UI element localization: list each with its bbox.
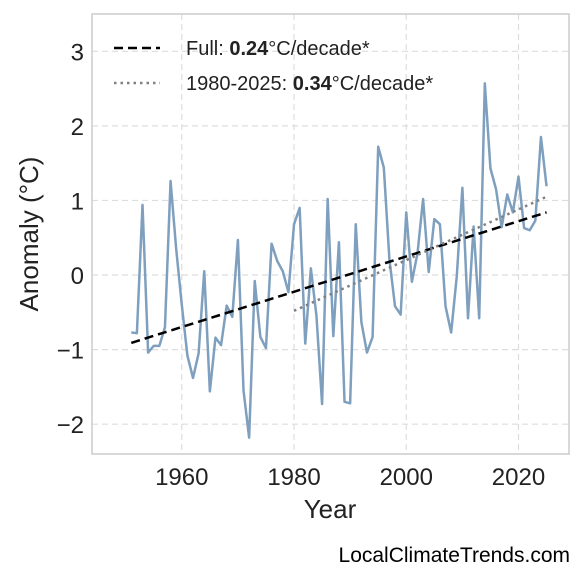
y-tick-label: 2: [71, 114, 84, 141]
recent-trend-line: [293, 195, 548, 312]
y-axis-label: Anomaly (°C): [14, 157, 44, 312]
anomaly-series-line: [131, 82, 548, 439]
full-trend-line: [130, 211, 547, 345]
plot-background: [92, 14, 569, 454]
series-layer: [130, 82, 548, 439]
legend-rate: 0.24: [229, 38, 269, 60]
y-tick-label: 3: [71, 39, 84, 66]
y-tick-label: −2: [57, 412, 84, 439]
legend-entry: 1980-2025: 0.34°C/decade*: [186, 73, 433, 95]
watermark: LocalClimateTrends.com: [338, 544, 570, 567]
x-tick-label: 1980: [267, 464, 320, 491]
x-tick-label: 2000: [380, 464, 433, 491]
legend-unit: °C/decade*: [332, 73, 434, 95]
x-axis-label: Year: [304, 494, 357, 524]
legend-unit: °C/decade*: [268, 38, 370, 60]
x-tick-label: 2020: [492, 464, 545, 491]
x-tick-label: 1960: [155, 464, 208, 491]
legend-prefix: 1980-2025:: [186, 73, 293, 95]
plot-frame: [91, 13, 570, 455]
legend-prefix: Full:: [186, 38, 229, 60]
y-axis-ticks: −2 −1 0 1 2 3: [57, 39, 84, 439]
legend: Full: 0.24°C/decade*1980-2025: 0.34°C/de…: [114, 38, 433, 95]
legend-entry: Full: 0.24°C/decade*: [186, 38, 370, 60]
y-tick-label: 1: [71, 188, 84, 215]
x-axis-ticks: 1960 1980 2000 2020: [155, 464, 545, 491]
legend-rate: 0.34: [293, 73, 333, 95]
y-tick-label: −1: [57, 338, 84, 365]
y-tick-label: 0: [71, 263, 84, 290]
